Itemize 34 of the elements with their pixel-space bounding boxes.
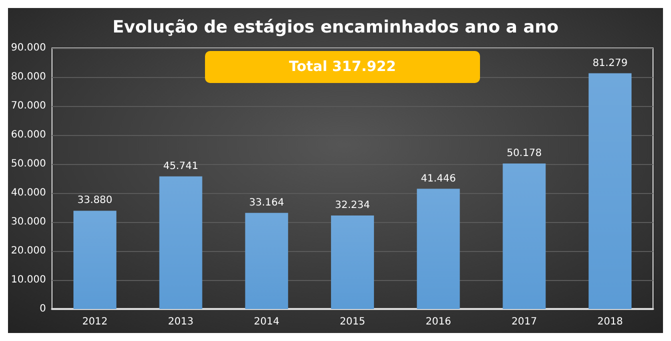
data-label: 33.880 [77, 195, 112, 206]
data-label: 45.741 [163, 160, 198, 172]
y-tick-label: 90.000 [10, 42, 46, 54]
y-tick-label: 70.000 [10, 100, 46, 112]
bar [159, 176, 202, 309]
data-label: 81.279 [592, 58, 628, 69]
bar [245, 212, 288, 309]
y-tick-label: 0 [40, 304, 46, 314]
x-tick-label: 2013 [168, 316, 194, 328]
x-tick-label: 2016 [426, 316, 452, 328]
x-tick-label: 2018 [597, 316, 623, 328]
y-tick-label: 40.000 [10, 188, 46, 198]
y-tick-label: 60.000 [10, 130, 46, 140]
x-tick-label: 2017 [511, 316, 537, 328]
y-tick-label: 80.000 [10, 72, 46, 82]
x-tick-label: 2015 [340, 316, 366, 328]
callout-box: Total 317.922 [205, 51, 480, 83]
bar [416, 188, 460, 309]
data-label: 33.164 [249, 197, 284, 208]
data-label: 41.446 [420, 173, 456, 184]
y-tick-label: 30.000 [10, 216, 46, 228]
x-tick-label: 2012 [82, 316, 108, 328]
y-tick-label: 20.000 [10, 246, 46, 256]
data-label: 50.178 [506, 148, 542, 159]
y-tick-label: 50.000 [10, 158, 46, 170]
x-tick-label: 2014 [254, 316, 280, 328]
bar [588, 73, 632, 309]
bar [73, 210, 116, 309]
bar [331, 216, 374, 309]
bar [502, 163, 546, 309]
chart-title: Evolução de estágios encaminhados ano a ano [112, 18, 559, 38]
data-label: 32.234 [334, 200, 370, 212]
y-tick-label: 10.000 [10, 274, 46, 286]
annotation: Total 317.922 [289, 59, 396, 75]
